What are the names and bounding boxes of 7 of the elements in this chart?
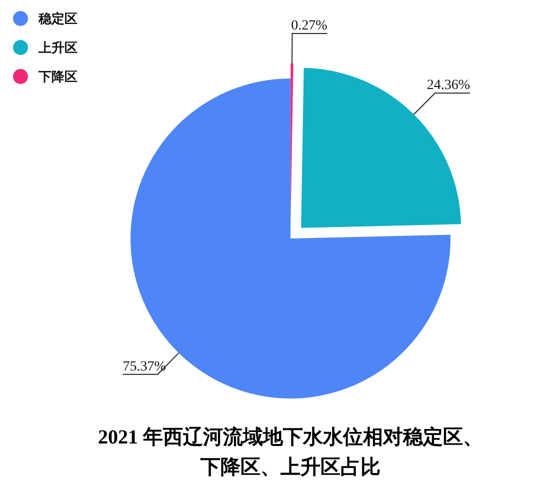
legend-label: 稳定区 [38, 11, 78, 26]
data-label: 75.37% [122, 359, 166, 374]
text: 2021 年西辽河流域地下水水位相对稳定区、下降区、上升区占比 [98, 426, 483, 478]
legend-label: 上升区 [38, 40, 78, 55]
data-label: 24.36% [426, 78, 470, 94]
data-label: 0.27% [291, 18, 328, 34]
legend-label: 下降区 [38, 69, 78, 84]
